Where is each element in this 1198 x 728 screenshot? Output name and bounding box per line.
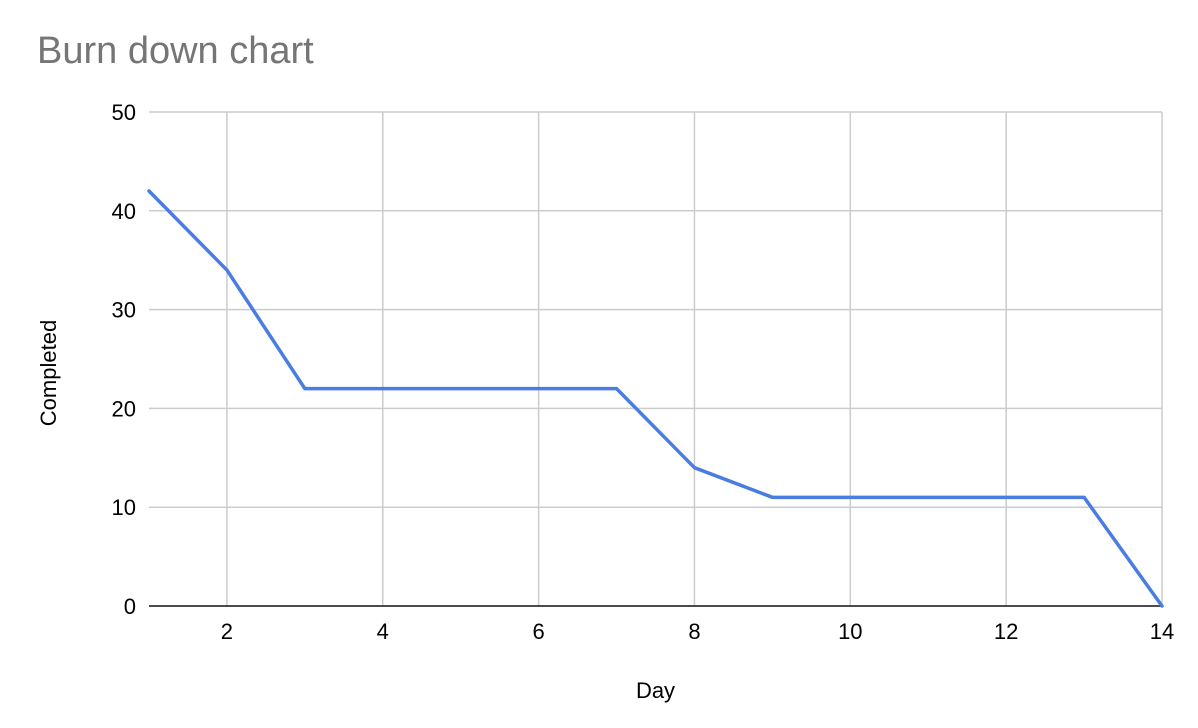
y-axis-title: Completed: [36, 320, 61, 426]
x-tick-label: 12: [994, 619, 1018, 644]
y-tick-label: 20: [112, 396, 136, 421]
y-tick-label: 0: [124, 594, 136, 619]
chart-title: Burn down chart: [37, 30, 314, 72]
series-layer: [147, 189, 1164, 608]
y-tick-label: 10: [112, 495, 136, 520]
x-tick-label: 10: [838, 619, 862, 644]
series-line: [147, 189, 1164, 608]
x-tick-label: 8: [688, 619, 700, 644]
x-tick-label: 2: [221, 619, 233, 644]
y-tick-label: 50: [112, 100, 136, 125]
grid-layer: [149, 111, 1163, 606]
x-axis-title: Day: [636, 678, 675, 703]
x-tick-label: 14: [1150, 619, 1174, 644]
x-tick-label: 6: [532, 619, 544, 644]
y-tick-label: 30: [112, 298, 136, 323]
y-tick-label: 40: [112, 199, 136, 224]
x-tick-label: 4: [377, 619, 389, 644]
label-layer: 0 10 20 30 40 50 2 4 6 8 10 12 14: [112, 100, 1175, 644]
